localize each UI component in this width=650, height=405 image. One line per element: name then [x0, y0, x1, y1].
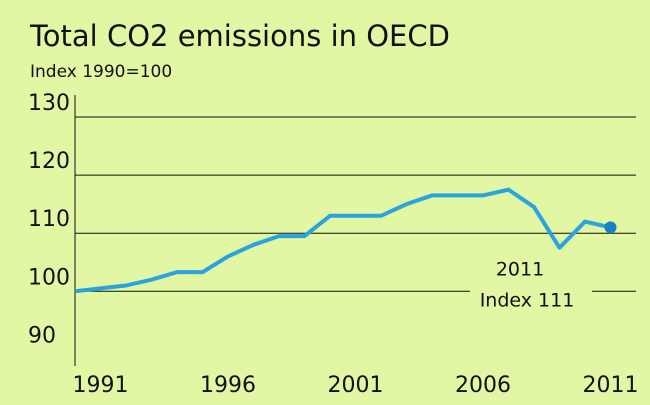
x-tick-label: 2011 — [583, 373, 639, 398]
line-series — [74, 187, 611, 294]
annotation: Index 111 — [480, 290, 575, 312]
x-tick-label: 2006 — [455, 373, 511, 398]
y-tick-label: 100 — [28, 265, 70, 290]
annotation: 2011 — [496, 259, 544, 281]
x-tick-label: 1991 — [73, 373, 129, 398]
y-tick-label: 90 — [28, 323, 56, 348]
annotation-background — [470, 282, 592, 308]
chart-subtitle: Index 1990=100 — [30, 62, 172, 82]
y-tick-label: 110 — [28, 207, 70, 232]
chart-title: Total CO2 emissions in OECD — [29, 19, 450, 53]
x-tick-label: 1996 — [200, 373, 256, 398]
end-point — [604, 221, 617, 234]
y-tick-label: 120 — [28, 149, 70, 174]
x-tick-label: 2001 — [328, 373, 384, 398]
y-tick-label: 130 — [28, 91, 70, 116]
